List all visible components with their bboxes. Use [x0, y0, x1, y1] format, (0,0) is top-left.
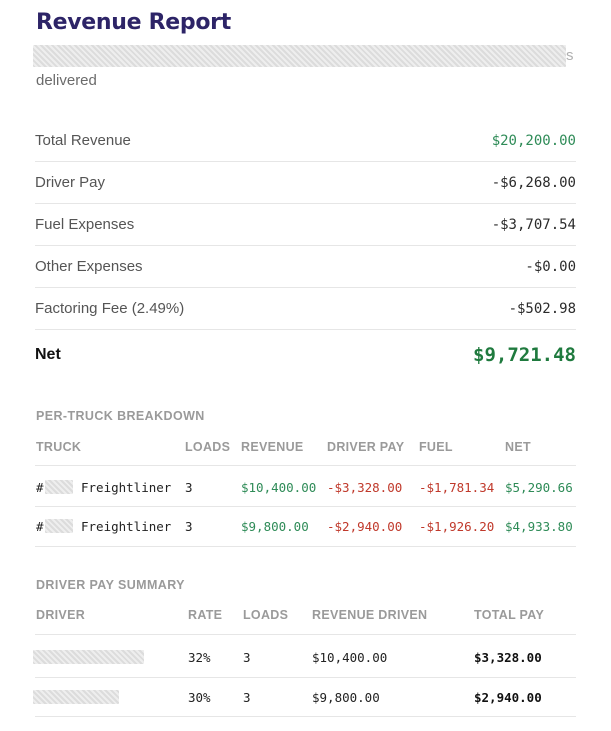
- truck-fuel: -$1,781.34: [419, 480, 495, 495]
- summary-label: Total Revenue: [35, 132, 131, 149]
- col-truck: TRUCK: [36, 440, 82, 454]
- col-fuel: FUEL: [419, 440, 453, 454]
- redacted-driver-name: [33, 690, 119, 704]
- summary-value: $20,200.00: [491, 132, 576, 149]
- redacted-driver-name: [33, 650, 144, 664]
- driver-total-pay: $3,328.00: [474, 650, 542, 665]
- summary-label: Other Expenses: [35, 258, 143, 275]
- summary-value: -$0.00: [525, 258, 576, 275]
- col-driver: DRIVER: [36, 608, 86, 622]
- summary-list: Total Revenue $20,200.00 Driver Pay -$6,…: [35, 120, 576, 330]
- summary-row-other-expenses: Other Expenses -$0.00: [35, 246, 576, 288]
- subtitle-text: delivered: [36, 72, 97, 89]
- col-net: NET: [505, 440, 531, 454]
- page-title: Revenue Report: [36, 10, 231, 35]
- driver-summary-heading: DRIVER PAY SUMMARY: [36, 578, 185, 592]
- net-value: $9,721.48: [473, 344, 576, 366]
- divider: [35, 465, 576, 466]
- col-driver-pay: DRIVER PAY: [327, 440, 405, 454]
- truck-net: $4,933.80: [505, 519, 573, 534]
- col-total-pay: TOTAL PAY: [474, 608, 545, 622]
- truck-prefix: #: [36, 480, 44, 495]
- truck-model: Freightliner: [81, 519, 172, 534]
- divider: [35, 716, 576, 717]
- summary-row-driver-pay: Driver Pay -$6,268.00: [35, 162, 576, 204]
- summary-row-factoring-fee: Factoring Fee (2.49%) -$502.98: [35, 288, 576, 330]
- truck-revenue: $9,800.00: [241, 519, 309, 534]
- truck-net: $5,290.66: [505, 480, 573, 495]
- divider: [35, 677, 576, 678]
- truck-revenue: $10,400.00: [241, 480, 317, 495]
- col-rate: RATE: [188, 608, 223, 622]
- summary-row-fuel-expenses: Fuel Expenses -$3,707.54: [35, 204, 576, 246]
- truck-loads: 3: [185, 519, 193, 534]
- truck-breakdown-heading: PER-TRUCK BREAKDOWN: [36, 409, 205, 423]
- driver-loads: 3: [243, 690, 251, 705]
- truck-model: Freightliner: [81, 480, 172, 495]
- redacted-subtitle: [33, 45, 566, 67]
- driver-rate: 32%: [188, 650, 211, 665]
- truck-driver-pay: -$3,328.00: [327, 480, 403, 495]
- driver-loads: 3: [243, 650, 251, 665]
- summary-label: Factoring Fee (2.49%): [35, 300, 185, 317]
- divider: [35, 506, 576, 507]
- summary-row-total-revenue: Total Revenue $20,200.00: [35, 120, 576, 162]
- summary-label: Fuel Expenses: [35, 216, 135, 233]
- divider: [35, 634, 576, 635]
- driver-rate: 30%: [188, 690, 211, 705]
- redacted-truck-number: [45, 519, 73, 533]
- truck-fuel: -$1,926.20: [419, 519, 495, 534]
- driver-total-pay: $2,940.00: [474, 690, 542, 705]
- divider: [35, 546, 576, 547]
- summary-value: -$6,268.00: [491, 174, 576, 191]
- summary-value: -$502.98: [508, 300, 576, 317]
- col-revenue: REVENUE: [241, 440, 304, 454]
- driver-revenue-driven: $10,400.00: [312, 650, 388, 665]
- col-loads: LOADS: [185, 440, 231, 454]
- col-revenue-driven: REVENUE DRIVEN: [312, 608, 428, 622]
- summary-label: Driver Pay: [35, 174, 106, 191]
- net-row: Net $9,721.48: [35, 344, 576, 366]
- subtitle-tail: s: [566, 47, 574, 64]
- driver-revenue-driven: $9,800.00: [312, 690, 380, 705]
- summary-value: -$3,707.54: [491, 216, 576, 233]
- truck-prefix: #: [36, 519, 44, 534]
- net-label: Net: [35, 346, 61, 363]
- redacted-truck-number: [45, 480, 73, 494]
- col-loads: LOADS: [243, 608, 289, 622]
- truck-driver-pay: -$2,940.00: [327, 519, 403, 534]
- truck-loads: 3: [185, 480, 193, 495]
